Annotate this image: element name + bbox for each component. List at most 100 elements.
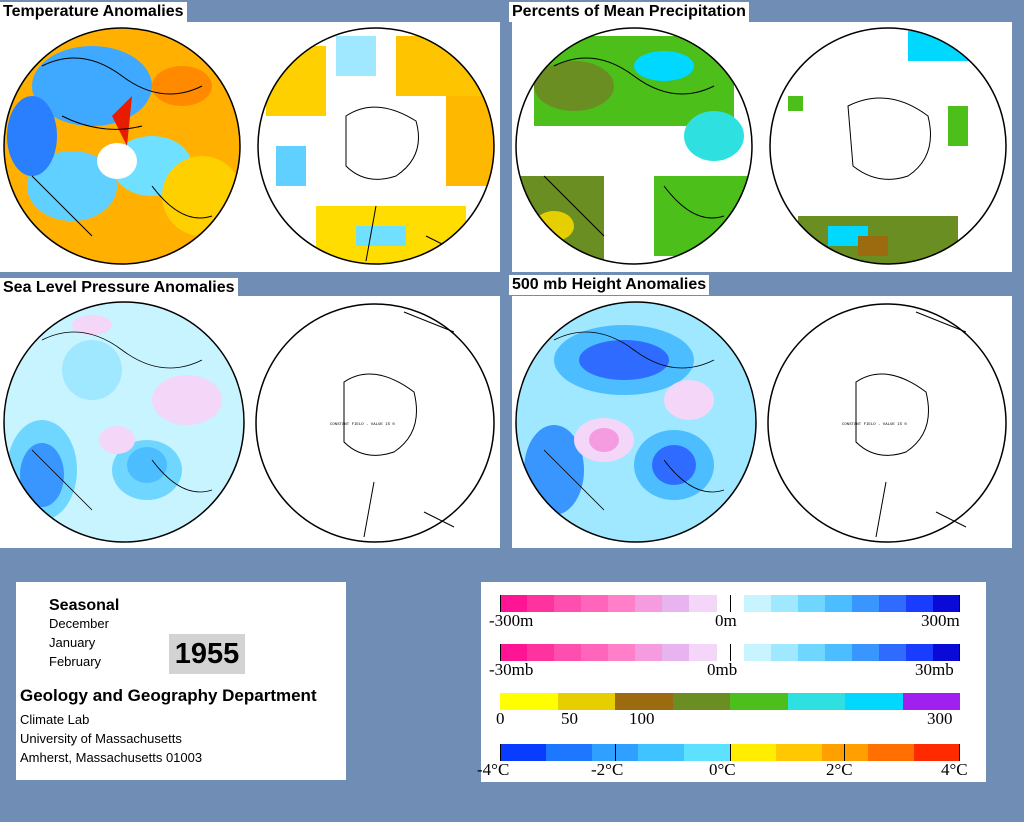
temperature-south-map [257,27,495,265]
season-label: Seasonal [49,597,120,614]
height-swatch [905,595,933,612]
pressure-swatch [581,644,609,661]
precip-swatch [730,693,788,710]
height500-north-map [515,301,757,543]
height-tick-max [959,595,960,612]
pressure-swatch [689,644,717,661]
height-swatch [797,595,825,612]
pressure-label-zero: 0mb [707,660,738,679]
height500-title: 500 mb Height Anomalies [509,275,710,295]
temp-swatch [822,744,868,761]
height-swatch [554,595,582,612]
height-label-zero: 0m [715,611,737,630]
precip-label-0: 0 [496,709,505,728]
temp-label-p4: 4°C [941,760,968,779]
pressure-swatch [933,644,961,661]
pressure-label-min: -30mb [489,660,534,679]
precip-swatch [557,693,615,710]
slp-north-map [3,301,245,543]
pressure-swatch [824,644,852,661]
height500-constant-note: CONSTANT FIELD - VALUE IS 0 [842,423,907,427]
temp-tick-m2 [615,744,616,761]
pressure-swatch [905,644,933,661]
precip-label-100: 100 [629,709,655,728]
precip-swatch [787,693,845,710]
pressure-swatch [770,644,798,661]
address-line-2: University of Massachusetts [20,731,182,746]
height-tick-zero [730,595,731,612]
month-2: January [49,635,96,650]
height-label-min: -300m [489,611,534,630]
temp-label-m2: -2°C [591,760,624,779]
height-swatch [662,595,690,612]
pressure-tick-max [959,644,960,661]
temp-swatch [638,744,684,761]
address-line-1: Climate Lab [20,712,90,727]
pressure-swatch [500,644,528,661]
height-swatch [635,595,663,612]
temp-swatch [868,744,914,761]
pressure-swatch [662,644,690,661]
precipitation-north-map [515,27,753,265]
precip-swatch [845,693,903,710]
color-legend: -300m 0m 300m -30mb 0mb 30mb 0 50 100 30… [477,582,986,782]
pressure-tick-min [500,644,501,661]
height-swatch [743,595,771,612]
height-swatch [851,595,879,612]
height-swatch [933,595,961,612]
temp-swatch [500,744,546,761]
pressure-swatch [878,644,906,661]
height-swatch [608,595,636,612]
height-swatch [689,595,717,612]
precipitation-south-map [769,27,1007,265]
height-colorbar [500,595,961,612]
precip-label-300: 300 [927,709,953,728]
department-name: Geology and Geography Department [20,686,317,705]
temp-tick-max [959,744,960,761]
height-swatch [878,595,906,612]
precip-swatch [615,693,673,710]
slp-constant-note: CONSTANT FIELD - VALUE IS 0 [330,423,395,427]
pressure-tick-zero [730,644,731,661]
pressure-swatch [743,644,771,661]
temp-label-p2: 2°C [826,760,853,779]
pressure-swatch [608,644,636,661]
precip-colorbar [500,693,960,710]
temp-swatch [914,744,960,761]
temp-colorbar [500,744,960,761]
pressure-swatch [527,644,555,661]
temp-swatch [546,744,592,761]
temp-swatch [730,744,776,761]
pressure-swatch [797,644,825,661]
height-swatch [770,595,798,612]
pressure-swatch [851,644,879,661]
temperature-north-map [3,27,241,265]
temp-tick-p2 [844,744,845,761]
precip-swatch [672,693,730,710]
height-label-max: 300m [921,611,960,630]
temp-swatch [684,744,730,761]
temp-tick-zero [730,744,731,761]
precip-swatch [500,693,558,710]
slp-south-map: CONSTANT FIELD - VALUE IS 0 [255,303,495,543]
height-swatch [581,595,609,612]
pressure-swatch [554,644,582,661]
pressure-label-max: 30mb [915,660,954,679]
month-1: December [49,616,109,631]
month-3: February [49,654,102,669]
height-swatch [500,595,528,612]
year-label: 1955 [169,634,245,674]
info-box: Seasonal December January February 1955 … [16,582,346,780]
height500-south-map: CONSTANT FIELD - VALUE IS 0 [767,303,1007,543]
precip-label-50: 50 [561,709,578,728]
height-swatch [527,595,555,612]
pressure-swatch [635,644,663,661]
temp-label-0: 0°C [709,760,736,779]
height-tick-min [500,595,501,612]
temp-swatch [776,744,822,761]
slp-title: Sea Level Pressure Anomalies [0,278,238,298]
height-swatch [824,595,852,612]
precipitation-title: Percents of Mean Precipitation [509,2,749,22]
address-line-3: Amherst, Massachusetts 01003 [20,750,203,765]
temp-tick-min [500,744,501,761]
